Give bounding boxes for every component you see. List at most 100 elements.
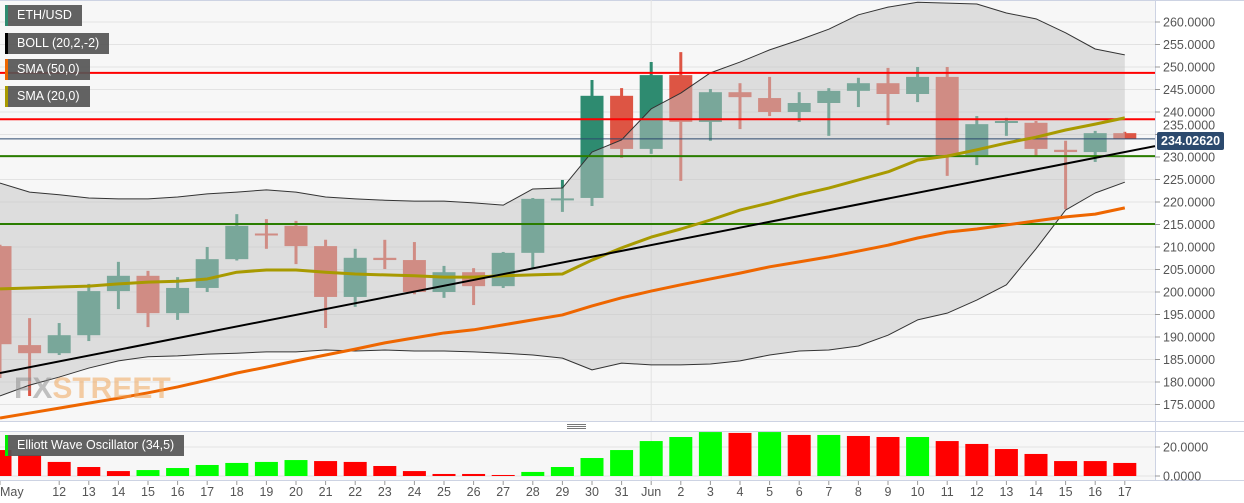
x-tick-label: 21: [319, 485, 333, 499]
legend-label: SMA (50,0): [17, 62, 80, 76]
y-tick-label: 210.0000: [1163, 241, 1215, 255]
y-tick-label: 225.0000: [1163, 173, 1215, 187]
oscillator-bar: [817, 434, 841, 476]
oscillator-bar: [402, 471, 426, 476]
legend-ewo[interactable]: Elliott Wave Oscillator (34,5): [5, 435, 185, 456]
oscillator-bar: [758, 432, 782, 476]
oscillator-bar: [1024, 453, 1048, 476]
y-tick-label: 195.0000: [1163, 308, 1215, 322]
oscillator-bar: [166, 468, 190, 476]
oscillator-bar: [373, 465, 397, 476]
x-tick-label: 8: [855, 485, 862, 499]
current-price-label: 234.02620: [1157, 132, 1225, 150]
x-tick-label: 17: [1118, 485, 1132, 499]
oscillator-bar: [77, 467, 101, 476]
bollinger-upper-line: [0, 1, 1125, 206]
y-tick-label: 220.0000: [1163, 196, 1215, 210]
bollinger-lower-line: [0, 181, 1125, 397]
x-tick-label: 24: [407, 485, 421, 499]
x-tick-label: 5: [766, 485, 773, 499]
y-tick-label: 260.0000: [1163, 16, 1215, 30]
legend-sma20[interactable]: SMA (20,0): [5, 86, 90, 107]
oscillator-bar: [610, 450, 634, 476]
legend-label: Elliott Wave Oscillator (34,5): [17, 438, 175, 452]
oscillator-bar: [906, 436, 930, 476]
oscillator-bar: [284, 460, 308, 476]
x-tick-label: 14: [1029, 485, 1043, 499]
oscillator-bar: [136, 470, 160, 476]
x-tick-label: 17: [200, 485, 214, 499]
x-tick-label: 10: [911, 485, 925, 499]
x-tick-label: 11: [941, 485, 954, 499]
oscillator-bar: [314, 461, 338, 476]
x-tick-label: 3: [707, 485, 714, 499]
x-tick-label: 29: [555, 485, 569, 499]
oscillator-bar: [787, 434, 811, 476]
x-tick-label: 7: [825, 485, 832, 499]
oscillator-bar: [1113, 462, 1137, 476]
x-tick-label: 14: [111, 485, 125, 499]
x-tick-label: 12: [52, 485, 66, 499]
legend-color-swatch: [5, 435, 8, 456]
x-tick-label: 9: [885, 485, 892, 499]
logo-street: STREET: [52, 372, 171, 405]
oscillator-bar: [432, 473, 456, 476]
oscillator-bar: [580, 458, 604, 476]
oscillator-bar: [876, 436, 900, 476]
logo-fx: FX: [14, 372, 53, 405]
oscillator-bar: [225, 462, 249, 476]
y-tick-label: 200.0000: [1163, 286, 1215, 300]
x-tick-label: 13: [82, 485, 96, 499]
y-tick-label: 215.0000: [1163, 218, 1215, 232]
oscillator-bar: [698, 432, 722, 476]
x-tick-label: 15: [141, 485, 155, 499]
bollinger-band-fill: [0, 2, 1125, 396]
y-tick-label: 240.0000: [1163, 106, 1215, 120]
oscillator-bar: [1083, 461, 1107, 476]
legend-label: SMA (20,0): [17, 89, 80, 103]
oscillator-bar: [965, 443, 989, 476]
y-tick-label: 205.0000: [1163, 263, 1215, 277]
y-tick-label: 180.0000: [1163, 376, 1215, 390]
x-tick-label: 15: [1059, 485, 1073, 499]
oscillator-bar: [669, 436, 693, 476]
trendline: [0, 145, 1156, 374]
fxstreet-logo: FXSTREET: [14, 372, 171, 406]
oscillator-bar: [639, 441, 663, 476]
x-tick-label: May: [0, 485, 24, 499]
x-tick-label: 20: [289, 485, 303, 499]
oscillator-bar: [462, 473, 486, 476]
oscillator-bar: [254, 461, 278, 476]
y-tick-label: 255.0000: [1163, 38, 1215, 52]
x-tick-label: 4: [737, 485, 744, 499]
legend-label: BOLL (20,2,-2): [17, 36, 100, 50]
x-tick-label: 16: [171, 485, 185, 499]
oscillator-y-tick-label: 0.0000: [1163, 470, 1201, 484]
oscillator-bar: [47, 461, 71, 476]
oscillator-bar: [728, 432, 752, 476]
legend-color-swatch: [5, 5, 8, 26]
legend-bollinger[interactable]: BOLL (20,2,-2): [5, 33, 110, 54]
y-tick-label: 185.0000: [1163, 353, 1215, 367]
x-tick-label: 23: [378, 485, 392, 499]
oscillator-bar: [18, 454, 42, 476]
oscillator-bar: [106, 471, 130, 476]
x-tick-label: 25: [437, 485, 451, 499]
x-tick-label: 22: [348, 485, 362, 499]
x-tick-label: 31: [615, 485, 629, 499]
oscillator-bar: [550, 467, 574, 476]
x-tick-label: 30: [585, 485, 599, 499]
x-tick-label: 28: [526, 485, 540, 499]
y-tick-label: 190.0000: [1163, 331, 1215, 345]
y-tick-label: 250.0000: [1163, 61, 1215, 75]
legend-color-swatch: [5, 59, 8, 80]
x-tick-label: 19: [259, 485, 273, 499]
legend-sma50[interactable]: SMA (50,0): [5, 59, 90, 80]
x-tick-label: 18: [230, 485, 244, 499]
oscillator-bar: [846, 435, 870, 476]
legend-color-swatch: [5, 86, 8, 107]
oscillator-y-tick-label: 20.0000: [1163, 441, 1208, 455]
oscillator-bar: [1054, 461, 1078, 476]
legend-ethusd[interactable]: ETH/USD: [5, 5, 82, 26]
